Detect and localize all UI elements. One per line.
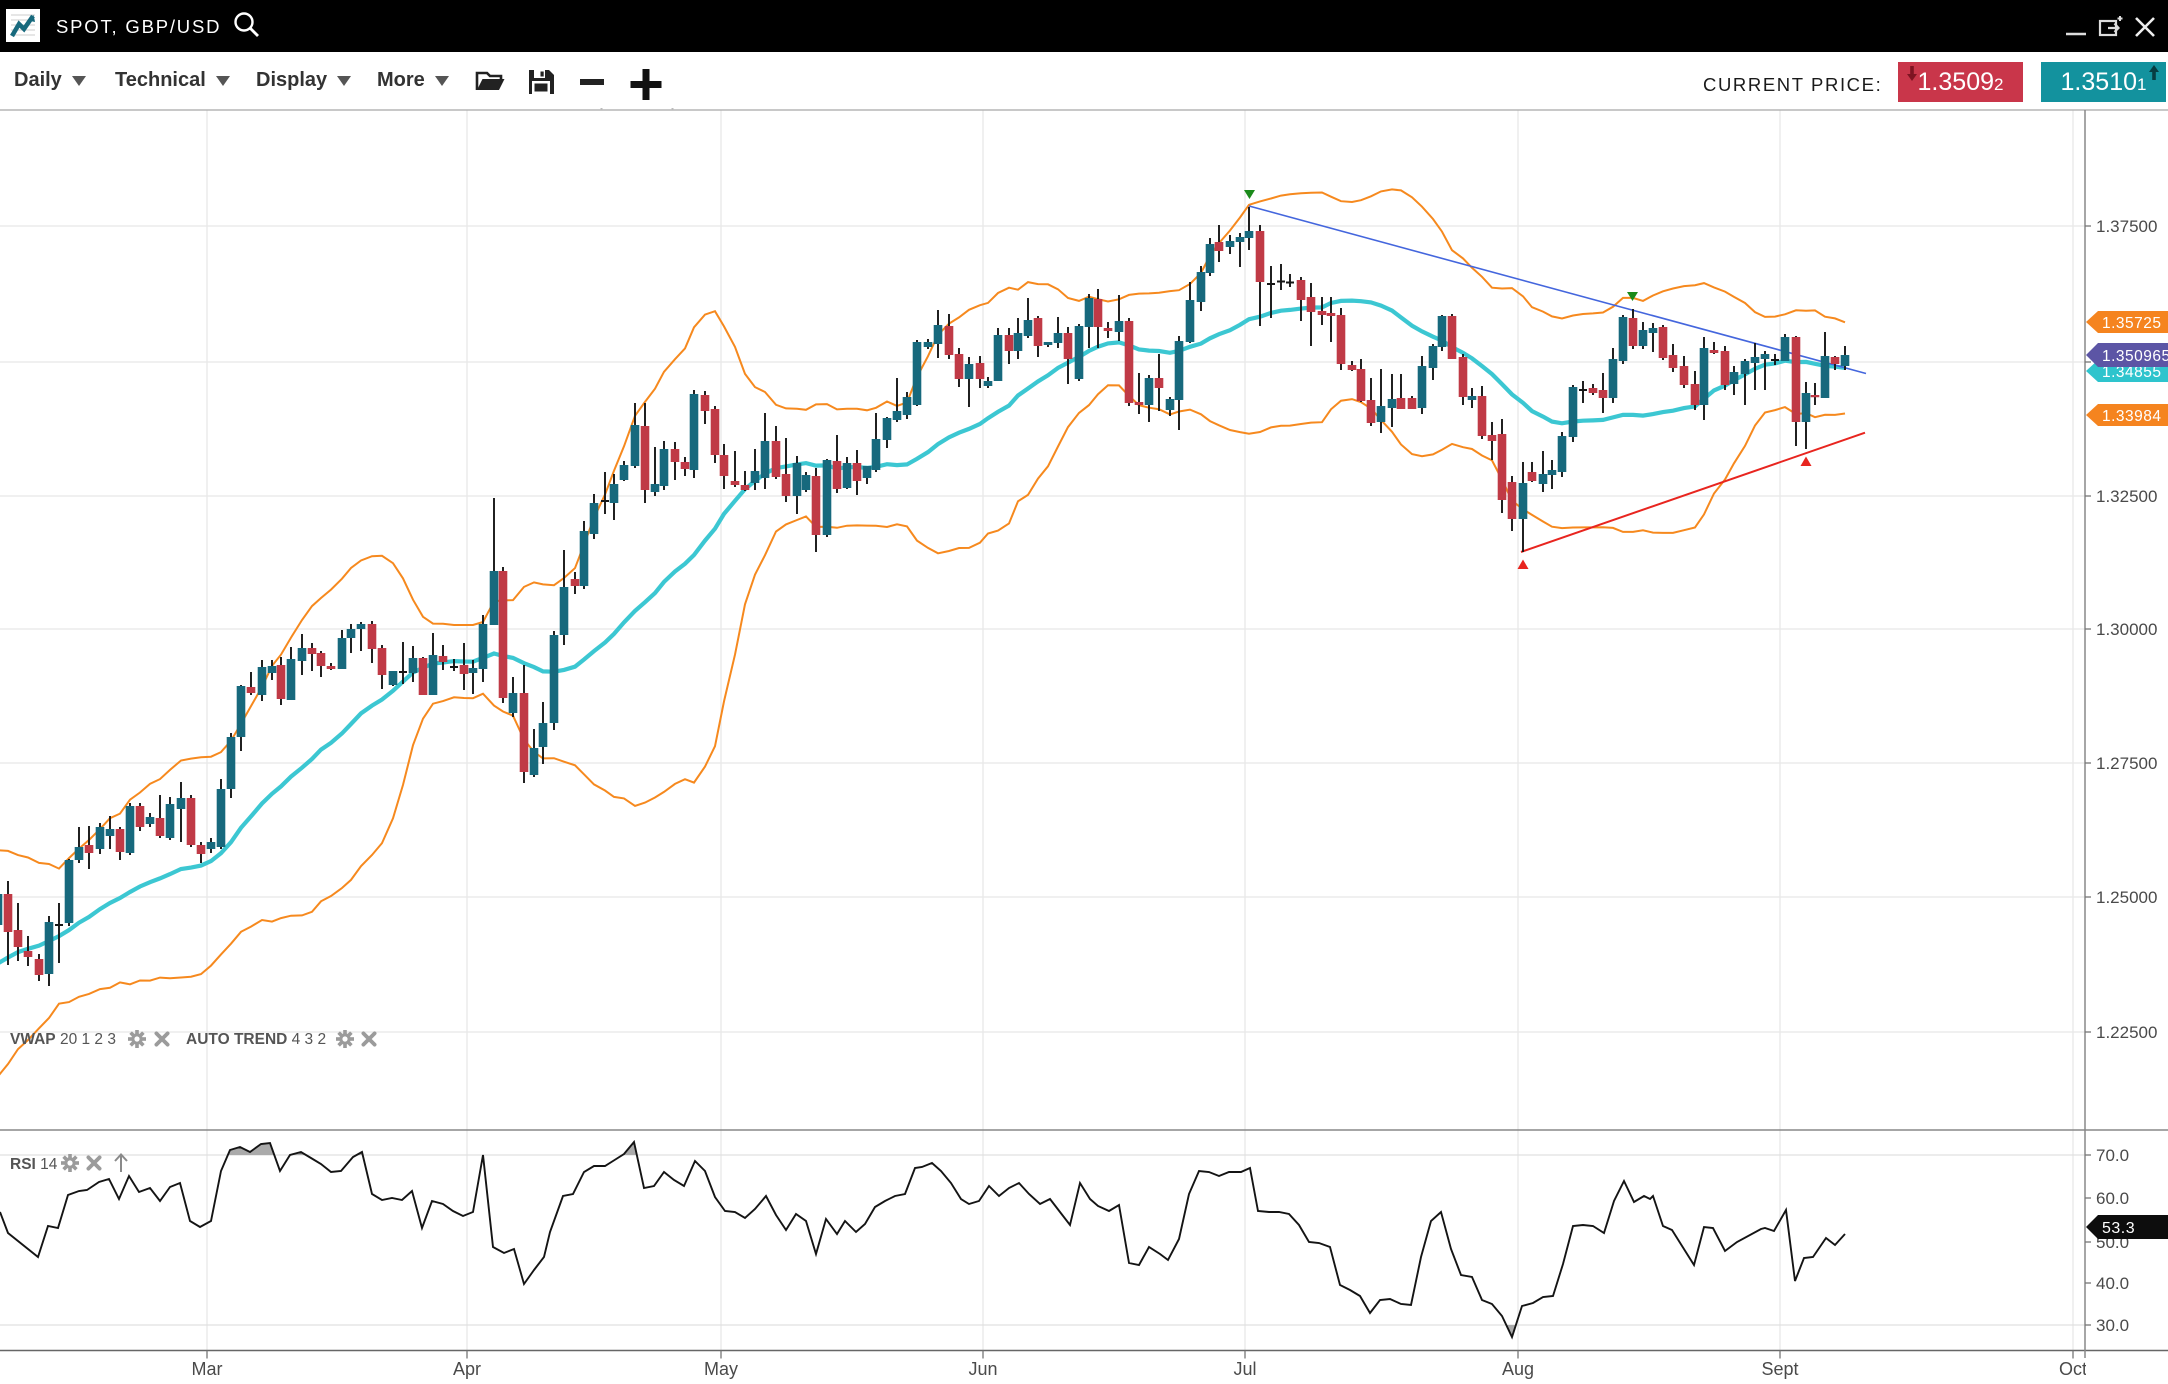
- svg-text:1.37500: 1.37500: [2096, 217, 2157, 236]
- svg-text:1.25000: 1.25000: [2096, 888, 2157, 907]
- svg-text:30.0: 30.0: [2096, 1316, 2129, 1335]
- svg-text:40.0: 40.0: [2096, 1274, 2129, 1293]
- svg-text:70.0: 70.0: [2096, 1146, 2129, 1165]
- svg-text:RSI 14: RSI 14: [10, 1156, 58, 1173]
- svg-text:53.3: 53.3: [2102, 1220, 2135, 1237]
- svg-text:1.33984: 1.33984: [2102, 408, 2162, 425]
- svg-text:Jul: Jul: [1233, 1359, 1256, 1379]
- svg-text:1.350965: 1.350965: [2102, 348, 2168, 365]
- svg-text:1.27500: 1.27500: [2096, 754, 2157, 773]
- svg-text:1.32500: 1.32500: [2096, 487, 2157, 506]
- svg-text:Oct: Oct: [2059, 1359, 2087, 1379]
- svg-text:Mar: Mar: [192, 1359, 223, 1379]
- svg-text:VWAP 20 1 2 3: VWAP 20 1 2 3: [10, 1031, 116, 1048]
- svg-text:Aug: Aug: [1502, 1359, 1534, 1379]
- svg-text:Sept: Sept: [1761, 1359, 1798, 1379]
- svg-text:AUTO TREND 4 3 2: AUTO TREND 4 3 2: [186, 1031, 326, 1048]
- svg-text:May: May: [704, 1359, 738, 1379]
- svg-text:1.34855: 1.34855: [2102, 364, 2162, 381]
- svg-text:Apr: Apr: [453, 1359, 481, 1379]
- svg-text:Jun: Jun: [968, 1359, 997, 1379]
- svg-text:1.35725: 1.35725: [2102, 315, 2162, 332]
- svg-text:1.22500: 1.22500: [2096, 1023, 2157, 1042]
- svg-text:60.0: 60.0: [2096, 1189, 2129, 1208]
- svg-text:1.30000: 1.30000: [2096, 620, 2157, 639]
